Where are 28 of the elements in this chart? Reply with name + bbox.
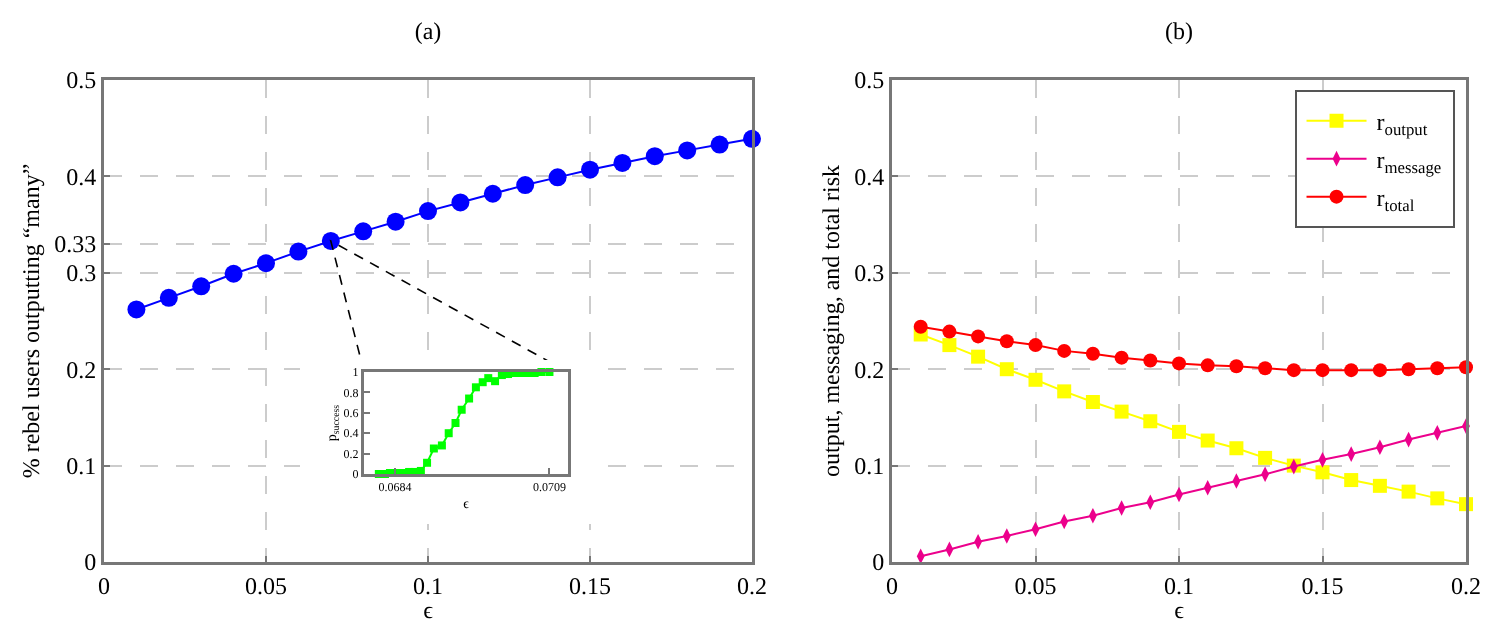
x-tick-label: 0.2 [737, 571, 767, 600]
y-tick-label: 0.4 [66, 162, 97, 191]
legend-label: r$_{output}$ [1376, 108, 1429, 140]
y-tick-label: 0.4 [854, 162, 885, 191]
y-tick-label: 0.5 [854, 66, 885, 95]
y-tick-label: 0.3 [66, 259, 97, 288]
y-tick-label: 0 [872, 548, 885, 577]
y-tick-label: 0.33 [54, 230, 97, 259]
chart-title: (a) [414, 16, 442, 45]
legend-label: r$_{total}$ [1376, 184, 1416, 216]
x-tick-label: 0.05 [1014, 571, 1057, 600]
x-tick-label: 0.1 [1164, 571, 1194, 600]
x-tick-label: 0.1 [413, 571, 443, 600]
x-tick-label: 0.05 [245, 571, 287, 600]
x-tick-label: 0.15 [569, 571, 611, 600]
x-tick-label: 0.15 [1301, 571, 1344, 600]
y-tick-label: 0 [84, 548, 97, 577]
chart-title: (b) [1165, 16, 1193, 45]
x-axis-title: ϵ [423, 596, 434, 624]
x-tick-label: 0.2 [1451, 571, 1481, 600]
y-axis-title: output, messaging, and total risk [817, 165, 846, 477]
y-tick-label: 0.2 [66, 355, 97, 384]
y-tick-label: 0.2 [854, 355, 885, 384]
x-axis-title: ϵ [1174, 596, 1185, 624]
y-axis-title: % rebel users outputting “many” [17, 163, 46, 479]
y-tick-label: 0.5 [66, 66, 97, 95]
y-tick-label: 0.3 [854, 259, 885, 288]
legend-label: r$_{message}$ [1376, 146, 1442, 178]
